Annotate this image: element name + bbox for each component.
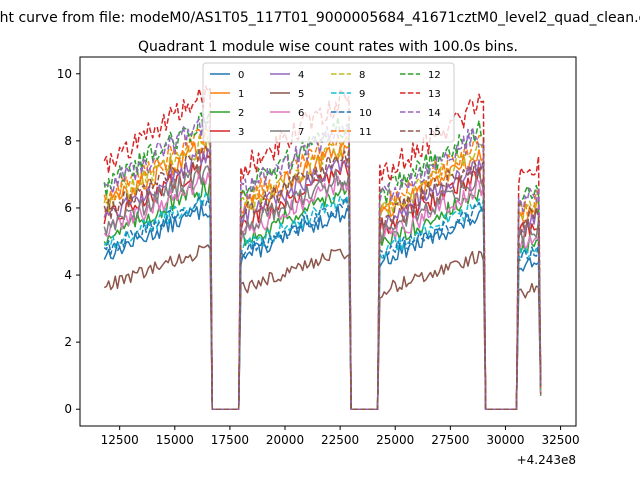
legend-label-1: 1 (238, 89, 244, 100)
series-line-11 (103, 124, 542, 410)
series-line-15 (103, 145, 542, 410)
x-tick-label: 15000 (156, 433, 194, 447)
x-tick-label: 20000 (266, 433, 304, 447)
x-tick-label: 27500 (431, 433, 469, 447)
series-line-5 (103, 244, 542, 410)
legend-label-8: 8 (359, 70, 365, 81)
series-line-10 (103, 196, 542, 410)
legend-label-14: 14 (428, 108, 441, 119)
series-line-6 (103, 172, 542, 410)
x-tick-label: 30000 (486, 433, 524, 447)
x-tick-label: 12500 (101, 433, 139, 447)
legend-label-7: 7 (298, 127, 304, 138)
legend-label-2: 2 (238, 108, 244, 119)
y-tick-label: 0 (64, 402, 72, 416)
series-line-7 (103, 165, 542, 410)
legend-label-15: 15 (428, 127, 441, 138)
y-tick-label: 2 (64, 335, 72, 349)
x-tick-label: 22500 (321, 433, 359, 447)
plot-frame (79, 56, 577, 427)
legend-label-10: 10 (359, 108, 372, 119)
figure-suptitle: Light curve from file: modeM0/AS1T05_117… (0, 10, 640, 26)
series-line-0 (103, 203, 542, 410)
series-line-4 (103, 148, 542, 410)
legend-label-3: 3 (238, 127, 244, 138)
series-line-8 (103, 135, 542, 410)
legend-label-12: 12 (428, 70, 441, 81)
x-tick-label: 17500 (211, 433, 249, 447)
x-tick-label: 25000 (376, 433, 414, 447)
y-tick-label: 6 (64, 201, 72, 215)
legend-label-0: 0 (238, 70, 244, 81)
chart-title: Quadrant 1 module wise count rates with … (138, 39, 518, 55)
x-offset-label: +4.243e8 (517, 453, 576, 467)
y-tick-label: 10 (57, 67, 72, 81)
legend-label-13: 13 (428, 89, 441, 100)
legend-label-11: 11 (359, 127, 372, 138)
series-lines (103, 85, 542, 410)
x-axis: 12500 15000 17500 20000 22500 25000 27500 30000… (101, 426, 580, 447)
y-axis: 0 2 4 6 8 10 (57, 67, 80, 416)
x-tick-label: 32500 (541, 433, 579, 447)
y-tick-label: 8 (64, 134, 72, 148)
series-line-3 (103, 155, 542, 410)
legend-label-6: 6 (298, 108, 304, 119)
y-tick-label: 4 (64, 268, 72, 282)
legend-label-5: 5 (298, 89, 304, 100)
legend-label-4: 4 (298, 70, 304, 81)
legend-box (202, 62, 455, 143)
legend-label-9: 9 (359, 89, 365, 100)
